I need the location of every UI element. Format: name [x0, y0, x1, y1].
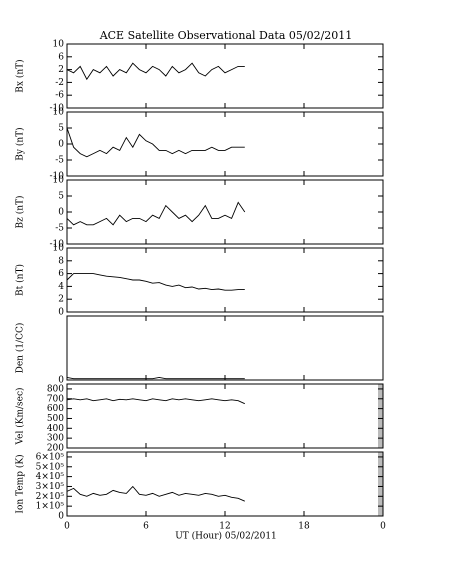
y-tick-label: 1×10⁵: [36, 502, 65, 512]
y-tick-label: 6×10⁵: [36, 452, 65, 462]
y-tick-label: 5×10⁵: [36, 462, 65, 472]
y-tick-label: 400: [47, 424, 64, 434]
data-line: [66, 376, 245, 380]
y-tick-label: 700: [47, 394, 64, 404]
x-tick-label: 0: [380, 522, 386, 532]
y-axis-label: Bz (nT): [15, 195, 26, 228]
data-line: [66, 127, 245, 158]
x-tick-label: 12: [219, 522, 230, 532]
y-tick-label: 200: [47, 444, 64, 454]
y-tick-label: -2: [55, 78, 64, 88]
data-line: [66, 485, 245, 502]
y-axis-label: Vel (Km/sec): [15, 387, 26, 445]
y-tick-label: 0: [58, 512, 64, 522]
x-tick-label: 6: [143, 522, 149, 532]
y-tick-label: 10: [53, 176, 65, 186]
chart-title: ACE Satellite Observational Data 05/02/2…: [99, 29, 353, 42]
y-tick-label: 600: [47, 404, 64, 414]
y-tick-label: -10: [50, 104, 65, 114]
data-line: [66, 398, 245, 405]
y-tick-label: 3×10⁵: [36, 482, 65, 492]
y-tick-label: 500: [47, 414, 64, 424]
data-line: [66, 201, 246, 226]
y-tick-label: 800: [47, 384, 64, 394]
y-tick-label: 5: [58, 124, 64, 134]
data-line: [66, 273, 245, 291]
y-tick-label: -10: [50, 240, 65, 250]
y-tick-label: 2: [58, 295, 64, 305]
data-line: [66, 62, 245, 81]
y-tick-label: 300: [47, 434, 64, 444]
shaded-band: [378, 452, 383, 516]
y-tick-label: 6: [58, 269, 64, 279]
y-tick-label: -5: [55, 224, 64, 234]
y-axis-label: Bt (nT): [15, 264, 26, 296]
y-axis-label: Bx (nT): [15, 59, 26, 92]
y-tick-label: 0: [58, 308, 64, 318]
y-tick-label: 10: [53, 108, 65, 118]
y-axis-label: By (nT): [15, 127, 26, 160]
shaded-band: [378, 384, 383, 448]
x-tick-label: 18: [298, 522, 310, 532]
y-tick-label: -6: [55, 91, 64, 101]
y-tick-label: 2×10⁵: [36, 492, 65, 502]
y-tick-label: -5: [55, 156, 64, 166]
y-tick-label: 10: [53, 244, 65, 254]
y-tick-label: 0: [58, 140, 64, 150]
y-tick-label: 2: [58, 65, 64, 75]
y-tick-label: 8: [58, 256, 64, 266]
y-tick-label: 10: [53, 40, 65, 50]
y-tick-label: 0: [58, 208, 64, 218]
y-tick-label: 4: [58, 282, 64, 292]
y-tick-label: 5: [58, 192, 64, 202]
x-axis-label: UT (Hour) 05/02/2011: [175, 531, 277, 542]
x-tick-label: 0: [64, 522, 70, 532]
y-tick-label: -10: [50, 172, 65, 182]
y-tick-label: 6: [58, 52, 64, 62]
y-tick-label: 0: [58, 376, 64, 386]
y-axis-label: Den (1/CC): [15, 323, 26, 374]
y-tick-label: 4×10⁵: [36, 472, 65, 482]
y-axis-label: Ion Temp (K): [15, 454, 26, 513]
